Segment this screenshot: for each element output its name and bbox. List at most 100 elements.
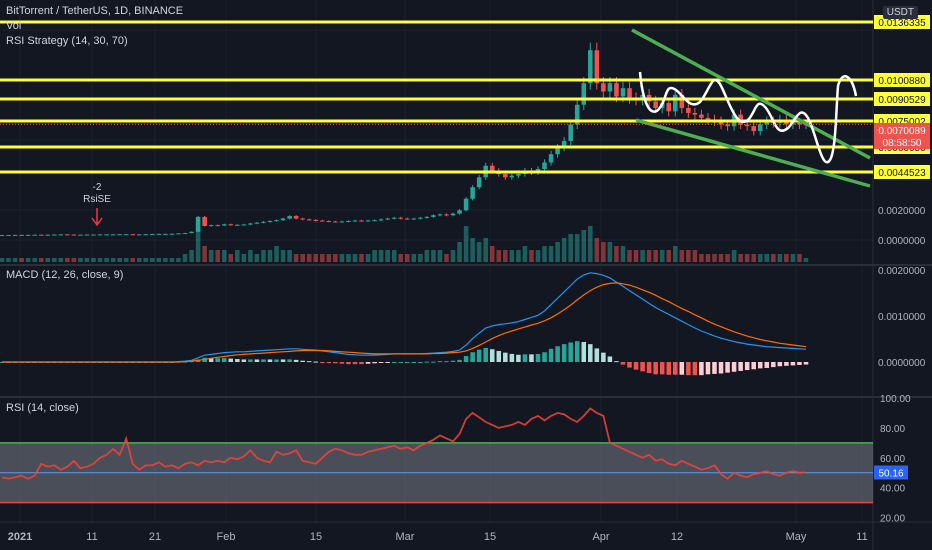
volume-bar: [470, 238, 475, 262]
volume-bar: [771, 254, 776, 262]
macd-histogram-bar: [326, 362, 332, 363]
macd-histogram-bar: [313, 361, 319, 363]
candle-body: [594, 50, 600, 84]
macd-histogram-bar: [489, 349, 495, 362]
volume-bar: [640, 250, 645, 262]
candle-body: [797, 122, 802, 125]
time-axis-tick: 12: [671, 531, 683, 543]
time-axis-tick: 15: [310, 531, 322, 543]
rsi-legend[interactable]: RSI (14, close): [6, 401, 79, 416]
volume-bar: [503, 250, 508, 262]
volume-bar: [254, 254, 260, 262]
volume-bar: [267, 250, 273, 262]
candle-body: [470, 187, 475, 199]
price-axis-tick: 0.0000000: [878, 236, 926, 247]
macd-histogram-bar: [692, 362, 698, 376]
level-price-label: 0.0075002: [878, 117, 926, 128]
macd-histogram-bar: [221, 358, 227, 362]
volume-bar: [12, 258, 18, 262]
volume-bar: [699, 254, 704, 262]
macd-histogram-bar: [300, 360, 305, 362]
time-axis-tick: Feb: [217, 531, 236, 543]
volume-bar: [444, 254, 449, 262]
projection-curve[interactable]: [638, 71, 858, 164]
candle-body: [241, 224, 247, 226]
volume-bar: [790, 254, 796, 262]
macd-histogram-bar: [588, 344, 593, 362]
rsi-strategy-label[interactable]: RSI Strategy (14, 30, 70): [6, 35, 128, 47]
macd-signal-line[interactable]: [2, 282, 807, 363]
volume-bar: [574, 234, 580, 262]
macd-histogram-bar: [594, 348, 600, 362]
macd-histogram-bar: [614, 361, 619, 363]
candle-body: [359, 220, 364, 222]
macd-histogram-bar: [476, 349, 482, 362]
macd-histogram-bar: [261, 359, 266, 362]
candle-body: [378, 219, 384, 221]
symbol-title[interactable]: BitTorrent / TetherUS, 1D, BINANCE: [6, 5, 184, 17]
candle-body: [686, 108, 691, 113]
volume-bar: [483, 238, 488, 262]
channel-upper-line[interactable]: [631, 28, 871, 160]
candle-body: [516, 174, 521, 176]
level-price-tag: [874, 92, 930, 106]
volume-bar: [326, 254, 332, 262]
macd-histogram-bar: [496, 350, 502, 362]
candle-body: [391, 217, 397, 219]
volume-bar: [463, 226, 469, 262]
macd-histogram-bar: [503, 352, 508, 362]
macd-histogram-bar: [280, 359, 286, 362]
volume-bar: [235, 250, 240, 262]
candle-body: [339, 221, 345, 223]
candle-body: [561, 141, 567, 148]
volume-bar: [738, 254, 743, 262]
volume-bar: [176, 258, 181, 262]
volume-bar: [581, 230, 587, 262]
macd-histogram-bar: [803, 362, 809, 365]
candle-body: [19, 234, 24, 236]
volume-bar: [248, 250, 253, 262]
volume-bar: [169, 258, 175, 262]
candle-body: [52, 234, 57, 236]
macd-histogram-bar: [535, 353, 541, 362]
candle-body: [12, 234, 18, 236]
volume-bar: [150, 258, 155, 262]
candle-body: [274, 220, 279, 222]
macd-histogram-bar: [797, 362, 802, 365]
volume-bar: [143, 258, 149, 262]
volume-bar: [136, 258, 142, 262]
candle-body: [78, 234, 83, 236]
volume-indicator-label[interactable]: Vol: [6, 20, 22, 32]
candle-body: [156, 233, 162, 235]
candle-body: [208, 225, 214, 227]
candle-body: [411, 218, 417, 220]
volume-bar: [25, 258, 31, 262]
macd-legend[interactable]: MACD (12, 26, close, 9): [6, 268, 123, 283]
currency-badge[interactable]: USDT: [882, 6, 918, 19]
macd-histogram-bar: [620, 362, 626, 365]
candle-body: [136, 234, 142, 236]
volume-bar: [300, 254, 305, 262]
volume-bar: [346, 254, 351, 262]
candle-body: [463, 198, 469, 211]
descending-channel[interactable]: [631, 28, 871, 188]
macd-histogram-bar: [346, 362, 351, 365]
candle-body: [202, 216, 207, 226]
candle-body: [699, 114, 704, 118]
volume-bar: [195, 230, 201, 262]
channel-lower-line[interactable]: [635, 118, 871, 188]
rsi-signal-marker[interactable]: -2 RsiSE: [83, 182, 111, 227]
time-axis-tick: Mar: [396, 531, 415, 543]
volume-bar: [391, 250, 397, 262]
volume-bar: [509, 250, 515, 262]
candle-body: [457, 210, 462, 214]
macd-histogram-bar: [411, 362, 417, 363]
rsi-line[interactable]: [1, 407, 807, 480]
volume-bar: [163, 258, 168, 262]
time-axis[interactable]: 2021 11 21 Feb 15 Mar 15 Apr 12 May 11: [8, 531, 868, 543]
macd-histogram-bar: [424, 361, 430, 363]
time-axis-tick: 21: [149, 531, 161, 543]
macd-histogram-bar: [574, 341, 580, 362]
